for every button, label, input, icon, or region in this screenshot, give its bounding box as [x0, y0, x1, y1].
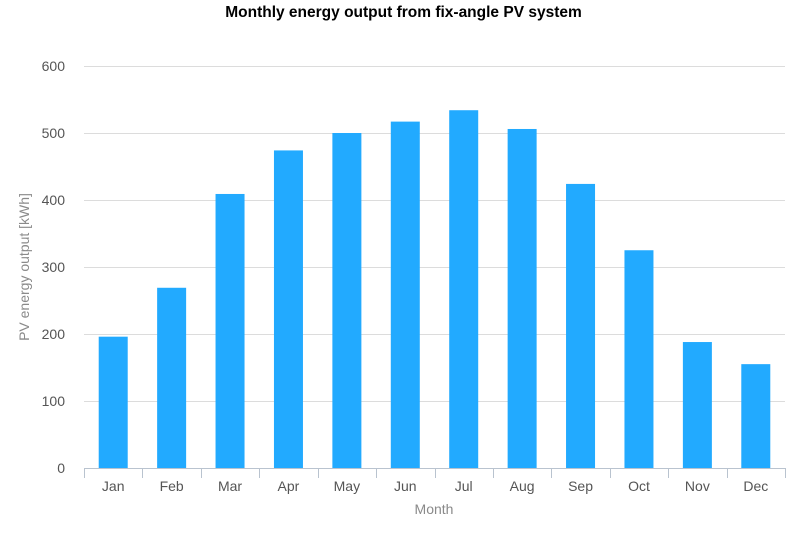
y-tick-label: 500 [42, 125, 66, 141]
bar-series [98, 110, 771, 469]
x-tick-label: Sep [568, 478, 593, 494]
y-tick-label: 300 [42, 259, 66, 275]
y-axis-tick-labels: 0 100 200 300 400 500 600 [42, 58, 66, 476]
y-tick-label: 0 [57, 460, 65, 476]
x-tick-label: Apr [278, 478, 300, 494]
x-tick-label: Oct [628, 478, 650, 494]
bar-jul [449, 110, 479, 468]
bar-may [332, 133, 362, 468]
chart-title: Monthly energy output from fix-angle PV … [225, 4, 582, 21]
y-tick-label: 200 [42, 326, 66, 342]
bar-oct [624, 250, 654, 468]
x-tick-label: Jun [394, 478, 417, 494]
bar-apr [273, 150, 303, 469]
x-tick-label: Jan [102, 478, 125, 494]
bar-jun [390, 121, 420, 469]
y-tick-label: 400 [42, 192, 66, 208]
x-axis-title: Month [415, 501, 454, 517]
x-tick-label: Mar [218, 478, 242, 494]
gridlines [84, 66, 785, 402]
y-axis-title: PV energy output [kWh] [16, 193, 32, 341]
x-axis-tick-labels: Jan Feb Mar Apr May Jun Jul Aug Sep Oct Nov Dec [102, 478, 768, 494]
bar-mar [215, 193, 245, 468]
x-axis [84, 468, 786, 478]
x-tick-label: Jul [455, 478, 473, 494]
bar-jan [98, 336, 128, 468]
x-tick-label: May [334, 478, 360, 494]
x-tick-label: Dec [743, 478, 768, 494]
x-tick-label: Feb [160, 478, 184, 494]
x-tick-label: Nov [685, 478, 710, 494]
bar-nov [682, 342, 712, 468]
bar-feb [157, 287, 187, 468]
bar-sep [566, 183, 596, 469]
bar-aug [507, 128, 537, 469]
bar-dec [741, 364, 771, 468]
x-tick-label: Aug [510, 478, 535, 494]
y-tick-label: 600 [42, 58, 66, 74]
y-tick-label: 100 [42, 393, 66, 409]
